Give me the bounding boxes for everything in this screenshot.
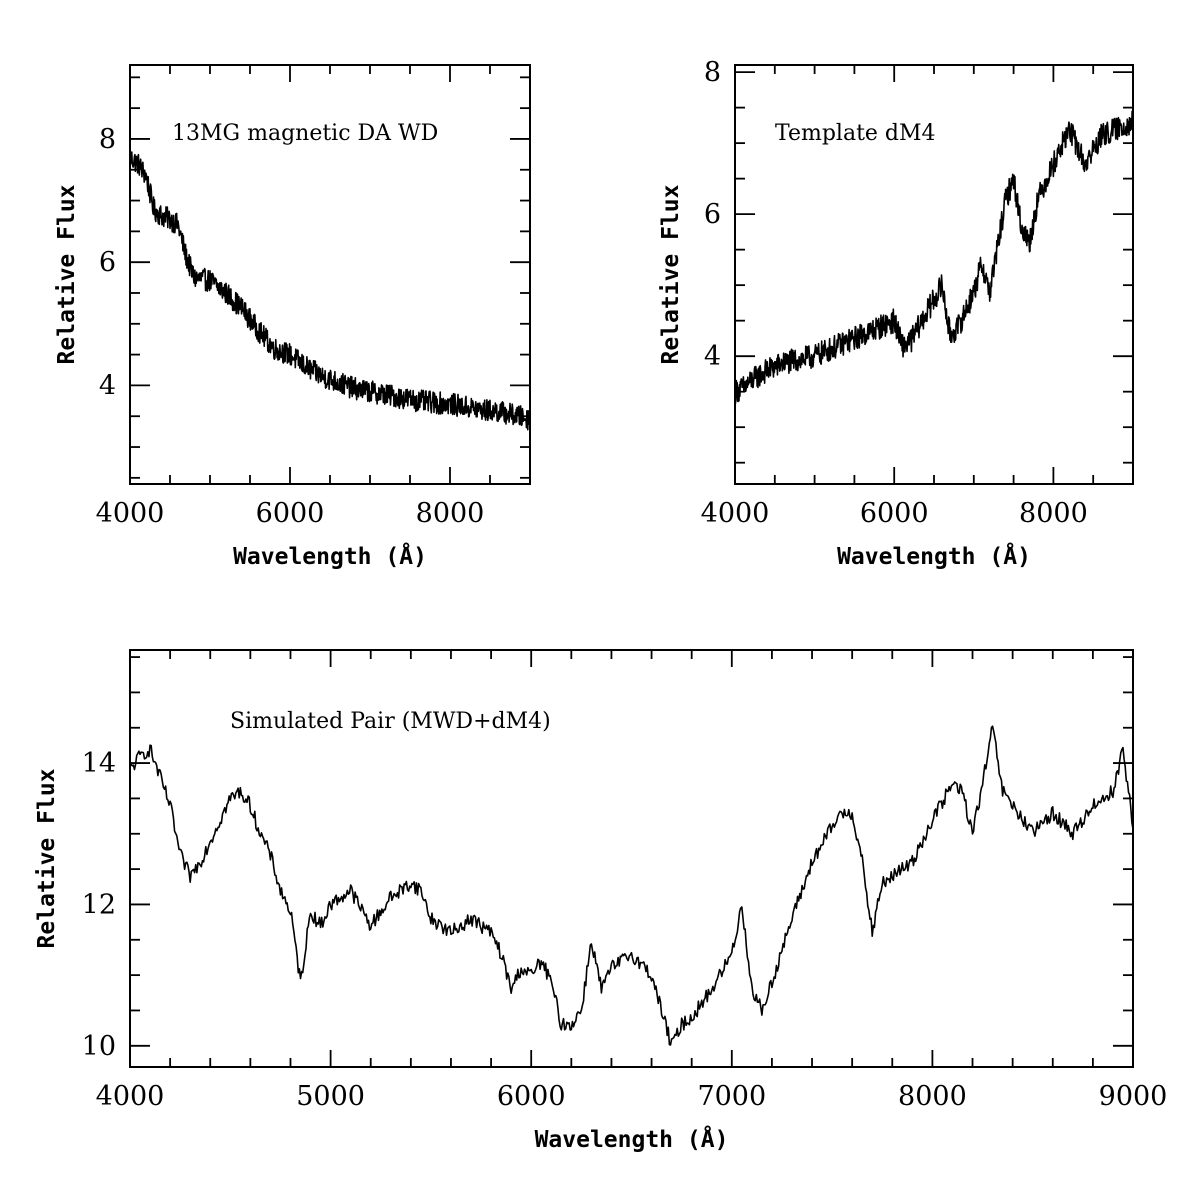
panel-mwd: 4000 6000 8000 4 6 8 Wavelength (Å) Relative Fl…: [54, 64, 531, 570]
x-axis-label: Wavelength (Å): [535, 1125, 729, 1153]
x-tick-label: 6000: [497, 1081, 566, 1112]
y-tick-label: 8: [704, 57, 721, 88]
x-axis-label: Wavelength (Å): [233, 542, 427, 570]
x-tick-label: 7000: [697, 1081, 766, 1112]
y-axis-label: Relative Flux: [54, 184, 80, 364]
x-axis-label: Wavelength (Å): [837, 542, 1031, 570]
y-axis-label: Relative Flux: [658, 184, 684, 364]
y-tick-label: 6: [99, 247, 116, 278]
panel-dm4-template: 4000 6000 8000 4 6 8 Wavelength (Å) Relative Fl…: [658, 57, 1134, 570]
plot-frame: [129, 649, 1134, 1068]
y-tick-label: 10: [82, 1031, 116, 1062]
x-tick-label: 8000: [416, 498, 485, 529]
y-axis-label: Relative Flux: [34, 768, 60, 948]
spectrum-line: [129, 725, 1134, 1046]
y-tick-label: 14: [82, 748, 116, 779]
x-tick-label: 8000: [1019, 498, 1088, 529]
spectrum-line: [129, 151, 531, 431]
y-tick-label: 12: [82, 889, 116, 920]
panel-annotation: 13MG magnetic DA WD: [172, 121, 438, 146]
y-tick-label: 6: [704, 199, 721, 230]
x-tick-label: 4000: [96, 498, 165, 529]
x-tick-label: 8000: [898, 1081, 967, 1112]
y-tick-label: 4: [99, 370, 116, 401]
x-tick-label: 5000: [296, 1081, 365, 1112]
panel-annotation: Template dM4: [775, 121, 936, 146]
spectrum-line: [734, 110, 1134, 405]
x-tick-label: 9000: [1099, 1081, 1168, 1112]
y-tick-label: 8: [99, 124, 116, 155]
panel-simulated-pair: 4000 5000 6000 7000 8000 9000 10 12 14 Wavelength…: [34, 649, 1168, 1153]
x-tick-label: 6000: [256, 498, 325, 529]
panel-annotation: Simulated Pair (MWD+dM4): [230, 709, 551, 734]
x-tick-label: 6000: [860, 498, 929, 529]
x-tick-label: 4000: [701, 498, 770, 529]
x-tick-label: 4000: [96, 1081, 165, 1112]
y-tick-label: 4: [704, 341, 721, 372]
